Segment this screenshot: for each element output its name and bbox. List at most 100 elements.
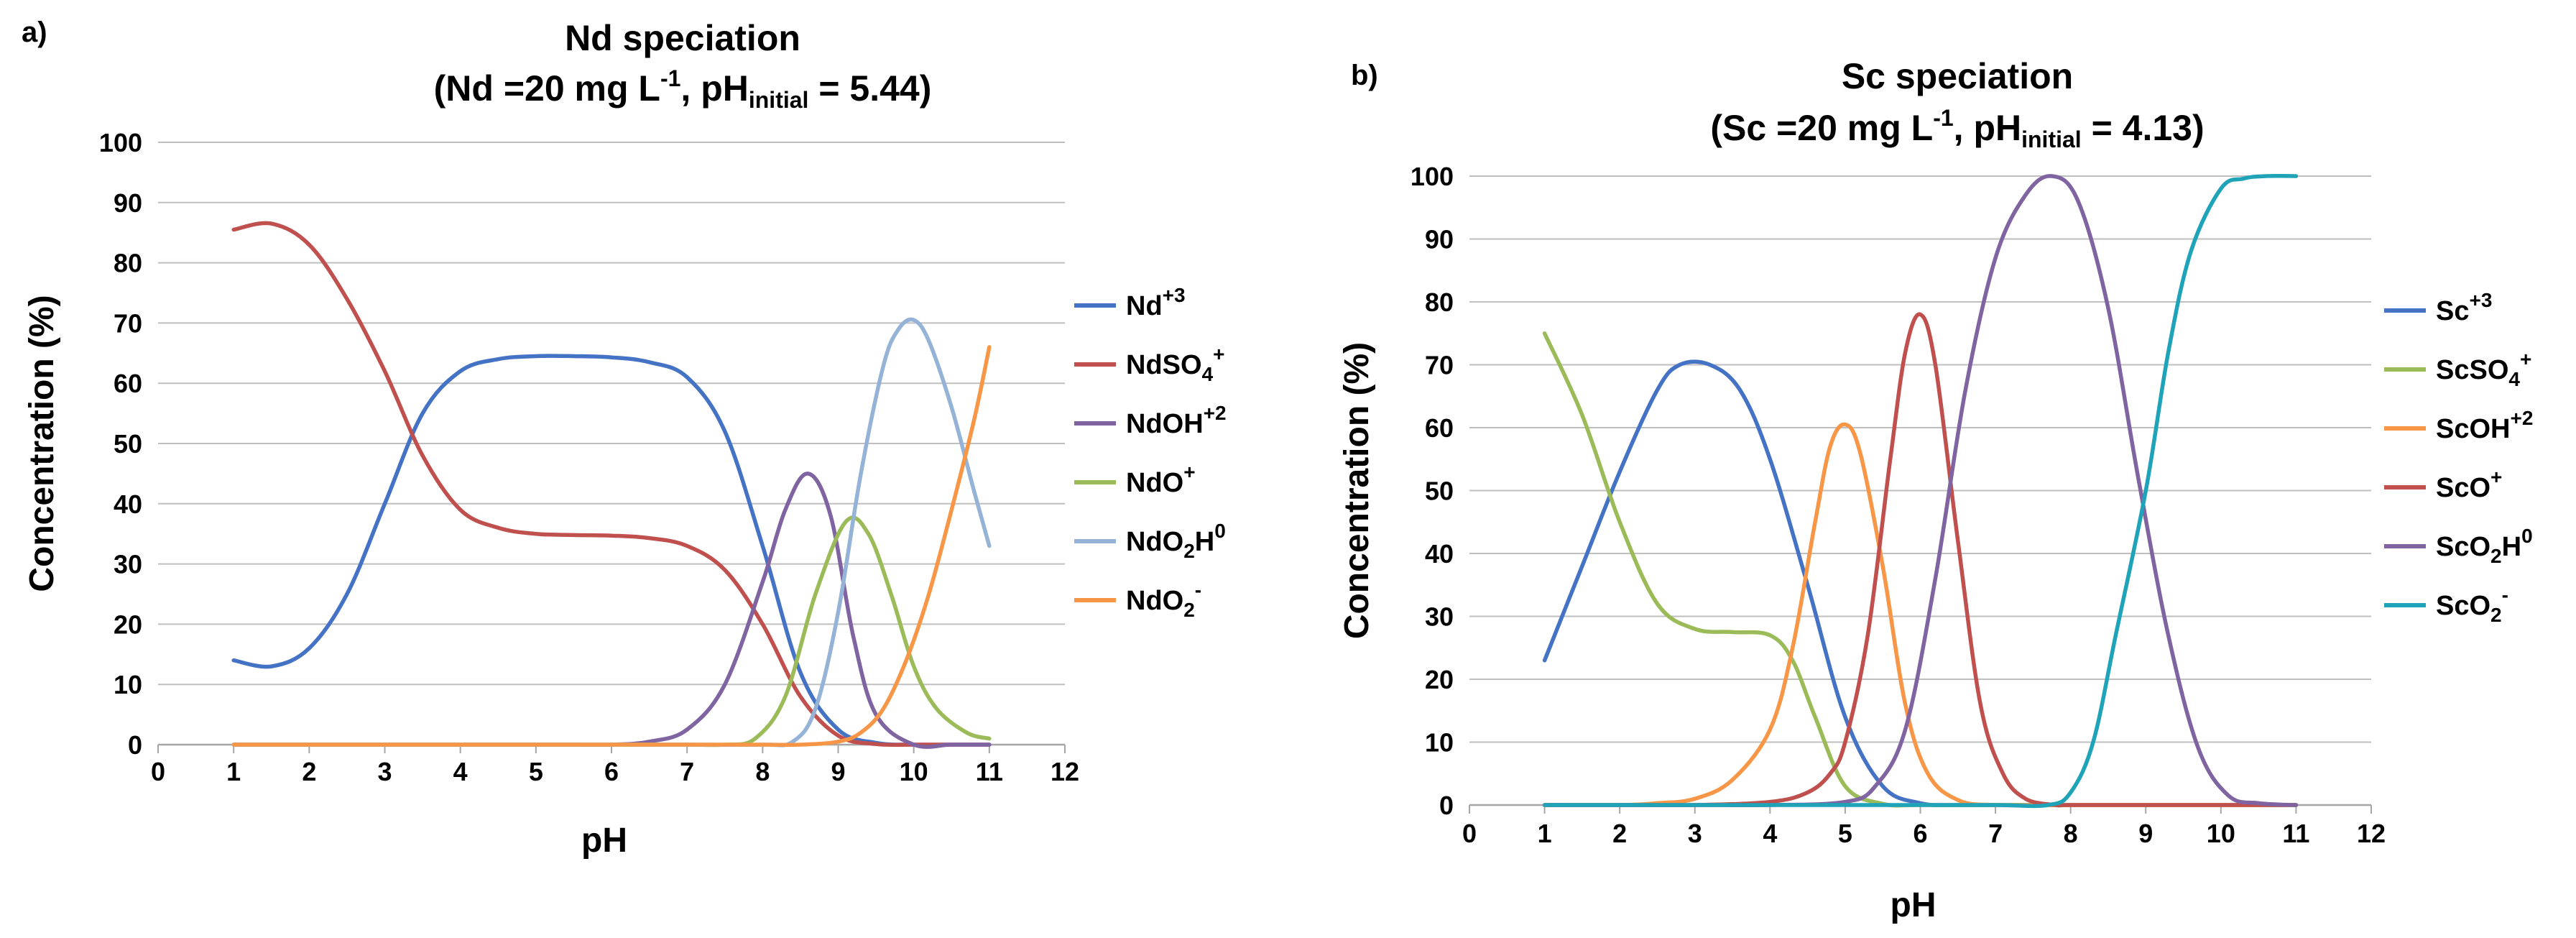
legend-label-tail-superscript: 0 [1214, 520, 1226, 542]
x-tick-label: 1 [226, 757, 241, 786]
legend-entry-NdSO4+: NdSO4+ [1126, 343, 1225, 385]
subtitle-mid: , pH [1954, 108, 2021, 148]
panel-label: b) [1351, 60, 1378, 91]
x-tick-label: 7 [680, 757, 694, 786]
y-tick-label: 80 [114, 249, 142, 278]
series-line-NdOH+2 [231, 472, 992, 749]
y-tick-label: 10 [1425, 728, 1454, 758]
x-axis-label: pH [581, 822, 627, 860]
legend-label-superscript: +3 [1163, 284, 1186, 306]
series-line-NdO2- [231, 345, 992, 748]
subtitle-exponent: -1 [660, 65, 680, 91]
legend-entry-NdO2-: NdO2- [1126, 579, 1201, 621]
y-tick-label: 0 [1439, 791, 1454, 820]
subtitle-prefix: (Nd =20 mg L [434, 68, 660, 109]
panel-label: a) [22, 17, 47, 48]
legend-entry-ScSO4+: ScSO4+ [2436, 348, 2531, 390]
legend-label-superscript: + [1213, 343, 1224, 365]
legend-label-subscript: 4 [1202, 363, 1214, 385]
legend-label-subscript: 2 [1183, 599, 1195, 621]
x-tick-label: 10 [2207, 819, 2235, 848]
y-axis-label: Concentration (%) [1338, 342, 1376, 639]
legend-entry-Nd+3: Nd+3 [1126, 284, 1186, 321]
subtitle-subscript: initial [2021, 127, 2082, 152]
y-tick-label: 50 [1425, 477, 1454, 506]
legend-label-subscript: 4 [2508, 368, 2520, 390]
subtitle-mid: , pH [680, 68, 748, 109]
legend-label-base: ScSO [2436, 355, 2508, 385]
y-tick-label: 100 [1411, 162, 1454, 191]
y-tick-label: 40 [1425, 539, 1454, 569]
legend-entry-NdOH+2: NdOH+2 [1126, 402, 1227, 439]
legend-label-base: Sc [2436, 296, 2469, 326]
legend-label-tail: H [2502, 532, 2521, 562]
legend-entry-Sc+3: Sc+3 [2436, 289, 2492, 326]
x-tick-label: 1 [1538, 819, 1552, 848]
x-tick-label: 4 [453, 757, 468, 786]
x-tick-label: 6 [1913, 819, 1927, 848]
y-tick-label: 10 [114, 670, 142, 699]
x-tick-label: 5 [1838, 819, 1852, 848]
x-tick-label: 10 [900, 757, 928, 786]
legend-label-subscript: 2 [2490, 545, 2502, 567]
x-tick-label: 2 [302, 757, 316, 786]
subtitle-suffix: = 4.13) [2082, 108, 2205, 148]
legend-label-superscript: + [2490, 466, 2502, 488]
x-tick-label: 5 [529, 757, 543, 786]
legend-label-superscript: + [2520, 348, 2531, 370]
y-tick-label: 30 [114, 550, 142, 579]
x-tick-label: 9 [2138, 819, 2153, 848]
x-tick-label: 8 [2064, 819, 2078, 848]
nd-speciation-chart: a) Nd speciation(Nd =20 mg L-1, pHinitial… [22, 17, 1227, 860]
legend-label-base: ScO [2436, 532, 2490, 562]
x-tick-label: 11 [2282, 819, 2309, 848]
y-tick-label: 40 [114, 489, 142, 519]
x-tick-label: 0 [1462, 819, 1477, 848]
series-line-ScSO4+ [1542, 331, 2299, 808]
legend-label-tail: H [1195, 527, 1214, 557]
legend-entry-ScO+: ScO+ [2436, 466, 2502, 503]
chart-subtitle: (Sc =20 mg L-1, pHinitial = 4.13) [1710, 105, 2204, 152]
y-tick-label: 50 [114, 429, 142, 459]
legend-label-base: NdO [1126, 586, 1183, 616]
x-axis-label: pH [1891, 886, 1936, 924]
y-tick-label: 90 [114, 188, 142, 218]
x-tick-label: 4 [1763, 819, 1777, 848]
legend-label-superscript: +2 [2510, 407, 2533, 429]
x-tick-label: 7 [1988, 819, 2003, 848]
legend-label-superscript: - [2502, 584, 2508, 606]
series-line-ScOH+2 [1542, 422, 2299, 808]
y-tick-label: 60 [114, 369, 142, 398]
legend-label-base: NdO [1126, 468, 1183, 498]
y-tick-label: 70 [114, 308, 142, 338]
legend-label-subscript: 2 [1183, 540, 1195, 562]
chart-title: Nd speciation [565, 18, 800, 58]
y-tick-label: 60 [1425, 413, 1454, 443]
x-tick-label: 6 [604, 757, 619, 786]
legend-entry-ScO2-: ScO2- [2436, 584, 2508, 626]
x-tick-label: 8 [755, 757, 770, 786]
legend-entry-ScO2H0: ScO2H0 [2436, 525, 2533, 567]
subtitle-prefix: (Sc =20 mg L [1710, 108, 1933, 148]
y-tick-label: 20 [114, 610, 142, 639]
legend-label-tail-superscript: 0 [2521, 525, 2533, 547]
series-line-Nd+3 [231, 354, 992, 747]
subtitle-suffix: = 5.44) [808, 68, 931, 109]
x-tick-label: 3 [377, 757, 392, 786]
subtitle-exponent: -1 [1933, 105, 1953, 131]
legend-label-superscript: +3 [2469, 289, 2492, 311]
legend-label-base: ScO [2436, 473, 2490, 503]
x-tick-label: 12 [2357, 819, 2386, 848]
y-tick-label: 90 [1425, 225, 1454, 254]
series-line-ScO2- [1542, 173, 2299, 809]
legend-label-subscript: 2 [2490, 604, 2502, 626]
legend-entry-NdO2H0: NdO2H0 [1126, 520, 1226, 562]
legend-label-base: Nd [1126, 291, 1163, 321]
legend-label-base: NdOH [1126, 409, 1204, 439]
y-tick-label: 100 [99, 128, 142, 157]
legend-label-base: NdO [1126, 527, 1183, 557]
x-tick-label: 2 [1612, 819, 1627, 848]
y-tick-label: 0 [128, 730, 142, 760]
y-tick-label: 20 [1425, 665, 1454, 694]
